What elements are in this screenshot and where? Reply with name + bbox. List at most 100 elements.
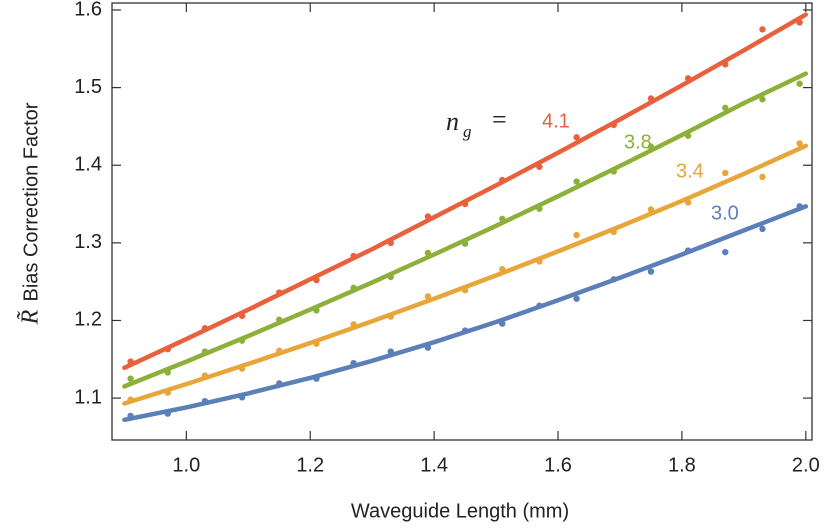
data-point (350, 321, 357, 328)
data-point (276, 347, 283, 354)
data-point (276, 316, 283, 323)
data-point (276, 380, 283, 387)
y-tick-label: 1.1 (74, 386, 102, 408)
data-point (536, 302, 543, 309)
data-point (573, 178, 580, 185)
data-point (647, 206, 655, 213)
data-point (573, 295, 580, 302)
data-point (127, 375, 134, 382)
data-point (759, 96, 766, 103)
data-point (722, 104, 729, 111)
data-point (424, 249, 432, 257)
data-point (796, 140, 803, 147)
data-point (461, 286, 469, 294)
x-tick-label: 1.0 (172, 454, 200, 476)
y-axis-title: R̃ Bias Correction Factor (17, 102, 44, 325)
data-point (387, 239, 394, 247)
series-label: 3.0 (711, 202, 739, 224)
data-point (573, 231, 580, 239)
x-tick-label: 1.8 (668, 454, 696, 476)
series-label: 4.1 (542, 110, 570, 132)
x-tick-label: 1.4 (420, 454, 448, 476)
data-point (722, 61, 729, 68)
data-point (684, 132, 692, 139)
data-point (461, 200, 469, 208)
data-point (350, 359, 357, 367)
data-point (238, 365, 246, 372)
data-point (759, 225, 766, 233)
data-point (499, 176, 506, 184)
data-point (684, 199, 692, 206)
series-label: 3.4 (676, 160, 704, 182)
data-point (238, 394, 246, 401)
y-axis-label: Bias Correction Factor (20, 102, 42, 301)
data-point (313, 307, 320, 314)
data-point (201, 372, 209, 379)
data-point (461, 240, 469, 247)
data-point (796, 80, 803, 87)
y-tick-label: 1.5 (74, 76, 102, 98)
data-point (536, 258, 543, 265)
data-point (796, 203, 803, 210)
y-tick-label: 1.2 (74, 309, 102, 331)
data-point (387, 273, 394, 281)
annotation-relation: = (492, 105, 507, 134)
data-point (610, 168, 617, 175)
data-point (238, 312, 246, 320)
data-point (722, 248, 729, 256)
x-tick-label: 1.6 (544, 454, 572, 476)
data-point (536, 205, 543, 212)
x-axis-label: Waveguide Length (mm) (351, 500, 569, 522)
annotation-symbol: n (446, 107, 459, 136)
annotation-subscript: g (463, 122, 472, 141)
data-point (127, 358, 134, 365)
x-tick-label: 1.2 (296, 454, 324, 476)
data-point (350, 252, 357, 260)
data-point (313, 375, 320, 382)
data-point (164, 345, 171, 353)
data-point (201, 348, 209, 355)
data-point (387, 313, 394, 320)
data-point (424, 293, 432, 300)
data-point (796, 19, 803, 26)
fit-line (122, 71, 809, 389)
data-point (164, 410, 171, 417)
y-tick-label: 1.3 (74, 231, 102, 253)
data-point (424, 213, 432, 220)
data-point (647, 95, 655, 102)
y-tick-label: 1.4 (74, 154, 102, 176)
data-point (610, 121, 617, 129)
data-point (536, 163, 543, 170)
data-point (201, 325, 209, 332)
data-point (647, 268, 655, 275)
data-point (350, 284, 357, 292)
series-label: 3.8 (624, 131, 652, 153)
data-point (313, 340, 320, 347)
data-point (201, 397, 209, 405)
data-point (573, 134, 580, 141)
data-point (313, 276, 320, 284)
data-point (499, 266, 506, 273)
fit-line (122, 143, 809, 406)
data-point (387, 348, 394, 355)
data-point (499, 215, 506, 222)
x-tick-label: 2.0 (792, 454, 820, 476)
data-point (759, 173, 766, 181)
data-point (759, 26, 766, 33)
y-axis-symbol: R̃ (17, 309, 44, 325)
data-point (276, 289, 283, 296)
data-point (722, 169, 729, 177)
data-point (461, 327, 469, 334)
data-point (684, 247, 692, 254)
data-point (684, 75, 692, 82)
y-tick-label: 1.6 (74, 0, 102, 20)
data-point (238, 337, 246, 344)
plot-frame (111, 2, 813, 441)
data-point (127, 396, 134, 403)
data-point (424, 344, 432, 351)
data-point (610, 228, 617, 236)
data-point (127, 412, 134, 420)
data-point (164, 389, 171, 396)
data-point (647, 143, 655, 150)
